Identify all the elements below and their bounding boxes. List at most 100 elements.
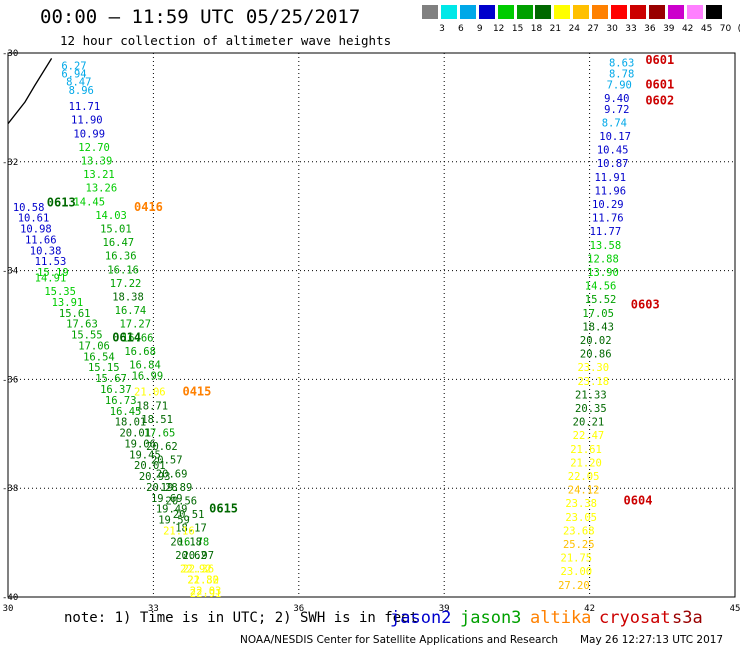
wave-height-label: 17.22 [110, 278, 142, 290]
map-title: 00:00 – 11:59 UTC 05/25/2017 [40, 6, 361, 28]
satellite-label-jason2: jason2 [390, 608, 452, 628]
wave-height-label: 7.90 [607, 79, 632, 91]
wave-height-label: 21.20 [570, 457, 602, 469]
wave-height-label: 20.69 [156, 468, 188, 480]
wave-height-label: 8.74 [602, 117, 627, 129]
wave-height-label: 16.47 [103, 237, 135, 249]
legend-label: 70 [719, 24, 732, 34]
wave-height-label: 20.93 [139, 471, 171, 483]
wave-height-label: 21.06 [134, 387, 166, 399]
pass-id-label: 0604 [624, 494, 653, 508]
wave-height-label: 16.99 [132, 370, 164, 382]
wave-height-label: 10.17 [599, 131, 631, 143]
legend-swatch [611, 5, 627, 19]
wave-height-label: 18.17 [175, 523, 207, 535]
wave-height-label: 20.35 [575, 403, 607, 415]
wave-height-label: 14.91 [35, 272, 67, 284]
map-subtitle: 12 hour collection of altimeter wave hei… [60, 33, 392, 48]
wave-height-label: 16.16 [107, 264, 139, 276]
legend-label: 45 [700, 24, 713, 34]
wave-height-label: 11.77 [590, 226, 622, 238]
legend-swatch [686, 5, 703, 19]
legend-swatch [705, 5, 722, 19]
wave-height-label: 21.33 [575, 389, 607, 401]
wave-height-label: 23.68 [563, 525, 595, 537]
wave-height-label: 13.91 [52, 297, 84, 309]
wave-height-label: 8.96 [69, 85, 94, 97]
wave-height-label: 17.63 [66, 319, 98, 331]
wave-height-label: 15.01 [100, 224, 132, 236]
wave-height-label: 25.25 [563, 539, 595, 551]
wave-height-label: 18.71 [136, 400, 168, 412]
wave-height-label: 11.90 [71, 115, 103, 127]
wave-height-label: 20.21 [573, 417, 605, 429]
pass-id-label: 0603 [631, 298, 660, 312]
legend-swatch [667, 5, 684, 19]
legend-label: 30 [606, 24, 618, 34]
wave-height-label: 19.45 [129, 449, 161, 461]
latitude-tick-label: -34 [2, 267, 18, 277]
wave-height-label: 23.38 [565, 498, 597, 510]
longitude-tick-label: 45 [730, 604, 740, 614]
wave-height-label: 8.63 [609, 58, 634, 70]
wave-height-label: 15.52 [585, 294, 617, 306]
wave-height-label: 11.53 [35, 256, 67, 268]
wave-height-label: 13.26 [86, 183, 118, 195]
wave-height-label: 17.06 [78, 340, 110, 352]
wave-height-label: 16.74 [115, 305, 147, 317]
pass-id-label: 0614 [112, 330, 141, 344]
wave-height-label: 22.05 [568, 471, 600, 483]
pass-id-label: 0613 [47, 195, 76, 209]
pass-id-label: 0602 [645, 94, 674, 108]
footnote: note: 1) Time is in UTC; 2) SWH is in fe… [64, 610, 419, 626]
wave-height-label: 13.90 [587, 267, 619, 279]
legend-label: 27 [587, 24, 599, 34]
longitude-tick-label: 42 [584, 604, 595, 614]
wave-height-label: 22.92 [180, 564, 212, 576]
satellite-label-jason3: jason3 [460, 608, 522, 628]
longitude-tick-label: 33 [148, 604, 159, 614]
wave-height-label: 15.67 [95, 373, 127, 385]
wave-height-label: 21.61 [570, 444, 602, 456]
wave-height-label: 20.02 [580, 335, 612, 347]
wave-height-label: 22.91 [190, 588, 222, 600]
legend-swatch [516, 5, 533, 19]
wave-height-label: 19.49 [156, 504, 188, 516]
wave-height-label: 17.05 [582, 308, 614, 320]
latitude-tick-label: -32 [2, 158, 18, 168]
wave-height-label: 23.00 [561, 566, 593, 578]
legend-swatch [629, 5, 646, 19]
satellite-label-s3a: s3a [672, 608, 703, 628]
legend-label: 39 [663, 24, 675, 34]
wave-height-label: 15.15 [88, 362, 120, 374]
pass-id-label: 0615 [209, 502, 238, 516]
wave-height-label: 19.06 [124, 438, 156, 450]
satellite-label-cryosat: cryosat [599, 608, 671, 628]
wave-height-label: 23.05 [565, 512, 597, 524]
wave-height-label: 22.47 [573, 430, 605, 442]
wave-height-label: 8.47 [66, 77, 91, 89]
wave-height-label: 22.03 [190, 585, 222, 597]
wave-height-label: 11.91 [594, 172, 626, 184]
wave-height-label: 14.56 [585, 281, 617, 293]
legend-label: 36 [644, 24, 656, 34]
wave-height-label: 10.61 [18, 213, 50, 225]
wave-height-label: 16.84 [129, 360, 161, 372]
wave-height-label: 13.21 [83, 169, 115, 181]
wave-height-label: 22.32 [187, 574, 219, 586]
legend-swatch [535, 5, 552, 19]
wave-height-label: 21.80 [187, 574, 219, 586]
wave-height-label: 23.30 [577, 362, 609, 374]
wave-height-label: 15.61 [59, 308, 91, 320]
wave-height-label: 11.66 [25, 234, 57, 246]
latitude-tick-label: -38 [2, 484, 18, 494]
wave-height-label: 21.75 [561, 553, 593, 565]
wave-height-label: 18.38 [112, 292, 144, 304]
legend-label: 12 [492, 24, 505, 34]
wave-height-label: 17.65 [144, 428, 176, 440]
pass-id-label: 0601 [645, 53, 674, 67]
wave-height-label: 16.36 [105, 251, 137, 263]
wave-height-label: 13.39 [81, 156, 113, 168]
legend-swatch [478, 5, 495, 19]
